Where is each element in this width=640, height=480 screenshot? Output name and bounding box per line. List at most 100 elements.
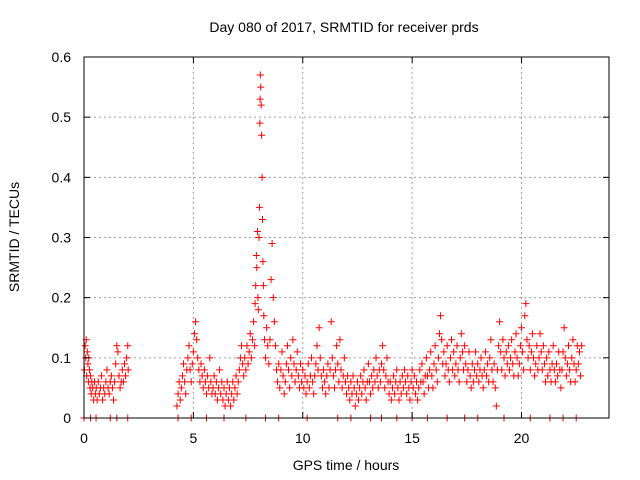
data-point — [255, 234, 263, 241]
data-point — [250, 318, 258, 326]
data-point — [376, 378, 384, 386]
data-point — [411, 390, 419, 398]
data-point — [496, 318, 504, 326]
y-tick-label: 0.5 — [52, 109, 72, 125]
data-point — [418, 360, 426, 368]
data-point — [415, 384, 423, 392]
gridlines — [84, 57, 609, 418]
data-point — [309, 378, 317, 386]
data-point — [416, 366, 424, 374]
data-point — [578, 342, 586, 350]
data-point — [244, 360, 252, 368]
data-point — [259, 258, 267, 266]
data-point — [324, 360, 332, 368]
data-point — [349, 372, 357, 380]
data-point — [351, 402, 359, 410]
data-point — [410, 372, 418, 380]
data-point — [323, 372, 331, 380]
data-point — [406, 396, 414, 404]
data-point — [495, 342, 503, 350]
data-point — [383, 354, 391, 362]
data-point — [312, 360, 320, 368]
data-point — [122, 372, 130, 380]
data-point — [565, 342, 573, 350]
data-point — [173, 402, 181, 410]
data-point — [308, 354, 315, 362]
data-point — [347, 378, 355, 386]
data-point — [110, 396, 118, 404]
data-point — [266, 336, 274, 344]
data-point — [455, 378, 463, 386]
data-point — [328, 354, 336, 362]
data-point — [512, 330, 520, 338]
data-point — [280, 390, 288, 398]
data-point — [235, 366, 243, 374]
data-point — [414, 396, 422, 404]
data-point — [286, 384, 294, 392]
data-point — [258, 131, 266, 139]
data-point — [391, 390, 399, 398]
data-point — [98, 372, 105, 380]
data-point — [103, 366, 111, 374]
x-axis-label: GPS time / hours — [293, 457, 400, 473]
data-point — [302, 390, 310, 398]
data-point — [445, 378, 453, 386]
data-point — [338, 384, 346, 392]
data-point — [431, 342, 439, 350]
data-point — [446, 354, 454, 362]
data-point — [475, 378, 483, 386]
data-point — [256, 95, 264, 103]
data-point — [256, 119, 264, 127]
data-point — [240, 372, 248, 380]
data-point — [315, 324, 323, 332]
data-point — [310, 390, 318, 398]
data-point — [258, 173, 266, 181]
data-point — [562, 372, 570, 380]
data-point — [327, 318, 335, 326]
data-point — [124, 342, 132, 350]
data-point — [233, 390, 241, 398]
data-point — [287, 354, 295, 362]
data-point — [536, 330, 544, 338]
data-point — [458, 348, 466, 356]
data-point — [94, 378, 102, 386]
data-point — [419, 378, 427, 386]
data-point — [193, 336, 201, 344]
data-point — [525, 342, 533, 350]
data-point — [450, 348, 458, 356]
data-point — [245, 348, 253, 356]
x-tick-labels: 0 5 10 15 20 — [80, 430, 529, 446]
data-point — [297, 360, 305, 368]
data-point — [522, 300, 530, 308]
data-point — [253, 264, 261, 272]
data-point — [457, 330, 465, 338]
data-point — [571, 378, 579, 386]
data-point — [483, 372, 490, 380]
data-points — [80, 71, 586, 422]
data-point — [253, 227, 261, 235]
data-point — [509, 360, 517, 368]
data-point — [507, 354, 515, 362]
data-point — [382, 372, 390, 380]
data-point — [259, 282, 267, 290]
data-point — [456, 354, 464, 362]
data-point — [373, 372, 381, 380]
data-point — [574, 360, 582, 368]
data-point — [84, 360, 92, 368]
data-point — [83, 348, 91, 356]
data-point — [294, 372, 302, 380]
data-point — [519, 348, 527, 356]
data-point — [508, 336, 516, 344]
data-point — [268, 240, 276, 248]
data-point — [498, 366, 506, 374]
data-point — [554, 372, 562, 380]
data-point — [194, 354, 202, 362]
data-point — [190, 330, 198, 338]
data-point — [429, 384, 437, 392]
data-point — [116, 384, 124, 392]
data-point — [380, 366, 388, 374]
data-point — [381, 384, 389, 392]
data-point — [105, 390, 113, 398]
data-point — [256, 71, 264, 79]
